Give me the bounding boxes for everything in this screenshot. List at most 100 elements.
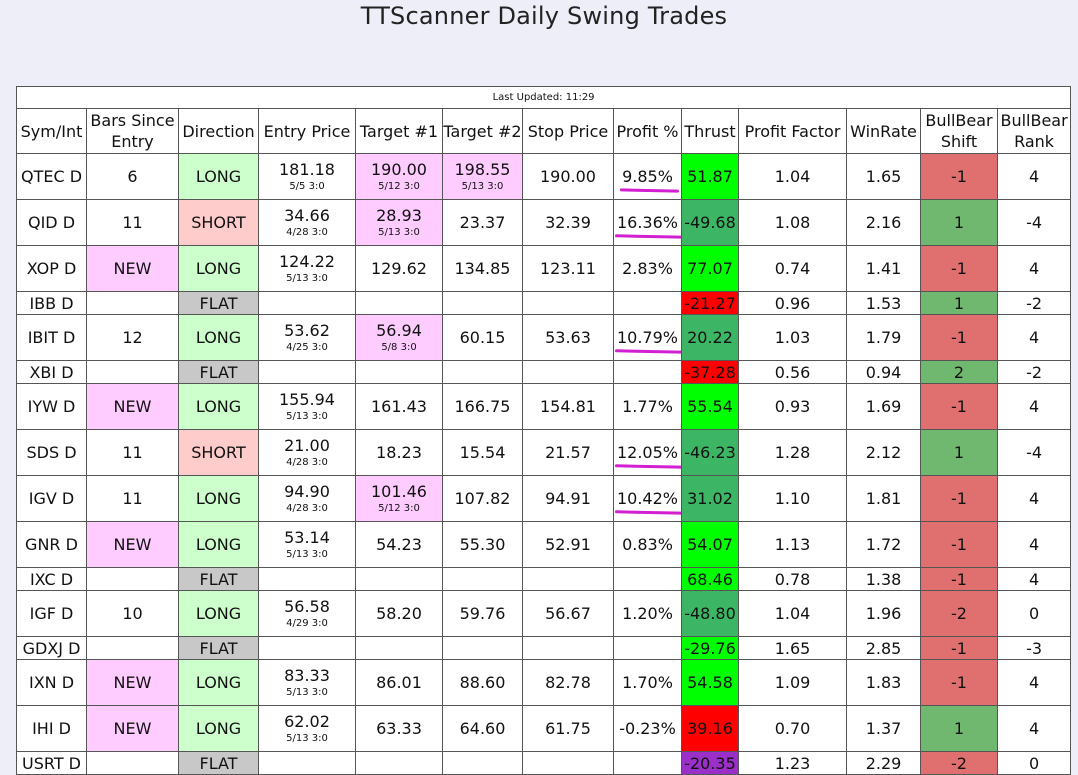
col-header-bars-since-entry[interactable]: Bars Since Entry [86, 108, 179, 154]
winrate-cell: 1.79 [846, 314, 921, 361]
table-row: GDXJ D FLAT -29.76 1.65 2.85 -1 -3 [16, 636, 1072, 660]
winrate-cell: 1.72 [846, 521, 921, 568]
bullbear-shift-cell: 1 [920, 199, 998, 246]
profit-pct-cell: 1.77% [613, 383, 682, 430]
col-header-bullbear-shift[interactable]: BullBear Shift [920, 108, 998, 154]
stop-price-cell: 53.63 [522, 314, 614, 361]
stop-price-cell [522, 636, 614, 660]
entry-price-cell-date: 5/5 3:0 [289, 181, 325, 192]
table-row: IXC D FLAT 68.46 0.78 1.38 -1 4 [16, 567, 1072, 591]
col-header-bullbear-rank[interactable]: BullBear Rank [996, 108, 1072, 154]
stop-price-cell: 123.11 [522, 245, 614, 292]
bullbear-rank-cell: 0 [996, 751, 1072, 775]
col-header-target-2[interactable]: Target #2 [442, 108, 523, 154]
target-1-cell-value: 86.01 [376, 672, 422, 692]
stop-price-cell: 32.39 [522, 199, 614, 246]
table-row: IBB D FLAT -21.27 0.96 1.53 1 -2 [16, 291, 1072, 315]
entry-price-cell [258, 291, 356, 315]
thrust-cell: -46.23 [681, 429, 739, 476]
target-1-cell: 190.00 5/12 3:0 [355, 153, 443, 200]
winrate-cell: 1.83 [846, 659, 921, 706]
winrate-cell: 2.85 [846, 636, 921, 660]
profit-factor-cell: 0.96 [738, 291, 847, 315]
col-header-sym-int[interactable]: Sym/Int [16, 108, 87, 154]
target-1-cell [355, 291, 443, 315]
thrust-cell: 54.58 [681, 659, 739, 706]
entry-price-cell-value: 83.33 [284, 666, 330, 685]
bullbear-shift-cell: -1 [920, 659, 998, 706]
target-2-cell-value: 198.55 [454, 160, 511, 179]
entry-price-cell [258, 567, 356, 591]
symbol-cell: IGF D [16, 590, 87, 637]
target-2-cell: 15.54 [442, 429, 523, 476]
target-1-cell: 86.01 [355, 659, 443, 706]
entry-price-cell: 124.22 5/13 3:0 [258, 245, 356, 292]
direction-cell: LONG [178, 383, 259, 430]
symbol-cell: GDXJ D [16, 636, 87, 660]
thrust-cell: -48.80 [681, 590, 739, 637]
direction-cell: LONG [178, 245, 259, 292]
target-2-cell [442, 291, 523, 315]
target-2-cell-value: 23.37 [459, 212, 506, 232]
winrate-cell: 0.94 [846, 360, 921, 384]
target-2-cell-value: 60.15 [459, 327, 506, 347]
target-1-cell-date: 5/12 3:0 [378, 503, 420, 514]
profit-pct-cell [613, 291, 682, 315]
target-1-cell-date: 5/13 3:0 [378, 227, 420, 238]
profit-factor-cell: 1.28 [738, 429, 847, 476]
profit-pct-cell: 1.70% [613, 659, 682, 706]
target-2-cell: 107.82 [442, 475, 523, 522]
entry-price-cell-date: 4/28 3:0 [286, 227, 328, 238]
direction-cell: FLAT [178, 636, 259, 660]
target-1-cell [355, 636, 443, 660]
target-1-cell: 101.46 5/12 3:0 [355, 475, 443, 522]
winrate-cell: 1.81 [846, 475, 921, 522]
target-2-cell: 23.37 [442, 199, 523, 246]
direction-cell: FLAT [178, 567, 259, 591]
col-header-direction[interactable]: Direction [178, 108, 259, 154]
symbol-cell: XBI D [16, 360, 87, 384]
profit-pct-value: 16.36% [616, 213, 678, 232]
bullbear-shift-cell: 1 [920, 291, 998, 315]
col-header-winrate[interactable]: WinRate [846, 108, 921, 154]
target-1-cell: 129.62 [355, 245, 443, 292]
winrate-cell: 1.65 [846, 153, 921, 200]
col-header-profit-pct[interactable]: Profit % [613, 108, 682, 154]
bullbear-shift-cell: 2 [920, 360, 998, 384]
target-1-cell-date: 5/12 3:0 [378, 181, 420, 192]
col-header-entry-price[interactable]: Entry Price [258, 108, 356, 154]
swing-trades-table: Last Updated: 11:29 Sym/Int Bars Since E… [15, 86, 1072, 775]
profit-pct-value: 1.77% [622, 397, 673, 416]
symbol-cell: XOP D [16, 245, 87, 292]
table-row: IBIT D 12 LONG 53.62 4/25 3:0 56.94 5/8 3:0 60.… [16, 314, 1072, 361]
bars-since-entry-cell [86, 291, 179, 315]
col-header-target-1[interactable]: Target #1 [355, 108, 443, 154]
bullbear-rank-cell: -2 [996, 360, 1072, 384]
winrate-cell: 1.53 [846, 291, 921, 315]
last-updated: Last Updated: 11:29 [15, 86, 1072, 109]
profit-factor-cell: 1.10 [738, 475, 847, 522]
target-2-cell [442, 636, 523, 660]
col-header-stop-price[interactable]: Stop Price [522, 108, 614, 154]
entry-price-cell-value: 181.18 [279, 160, 335, 179]
bars-since-entry-cell: 11 [86, 199, 179, 246]
col-header-profit-factor[interactable]: Profit Factor [738, 108, 847, 154]
profit-factor-cell: 0.78 [738, 567, 847, 591]
bars-since-entry-cell [86, 636, 179, 660]
target-1-cell: 58.20 [355, 590, 443, 637]
bullbear-shift-cell: -1 [920, 383, 998, 430]
bullbear-shift-cell: -1 [920, 153, 998, 200]
bullbear-rank-cell: 4 [996, 475, 1072, 522]
profit-factor-cell: 1.04 [738, 153, 847, 200]
entry-price-cell: 181.18 5/5 3:0 [258, 153, 356, 200]
symbol-cell: IBIT D [16, 314, 87, 361]
profit-factor-cell: 1.23 [738, 751, 847, 775]
bullbear-shift-cell: -2 [920, 751, 998, 775]
bullbear-rank-cell: 4 [996, 521, 1072, 568]
direction-cell: LONG [178, 705, 259, 752]
thrust-cell: 55.54 [681, 383, 739, 430]
direction-cell: LONG [178, 590, 259, 637]
symbol-cell: IYW D [16, 383, 87, 430]
col-header-thrust[interactable]: Thrust [681, 108, 739, 154]
profit-factor-cell: 1.03 [738, 314, 847, 361]
